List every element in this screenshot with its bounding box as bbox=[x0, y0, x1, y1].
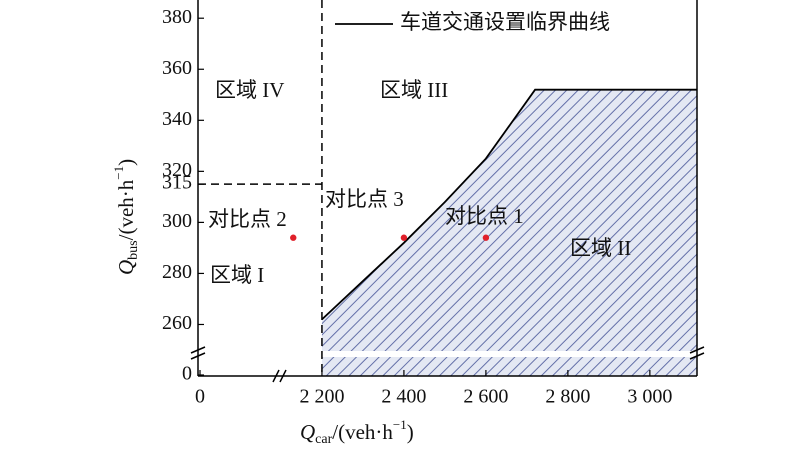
y-axis-label: Qbus/(veh·h−1) bbox=[111, 159, 141, 275]
y-tick-label: 340 bbox=[162, 108, 192, 130]
x-tick-label: 2 800 bbox=[545, 386, 590, 408]
point-label: 对比点 3 bbox=[325, 187, 404, 211]
point-label: 对比点 2 bbox=[208, 207, 287, 231]
y-label-unit: /(veh·h bbox=[114, 179, 138, 240]
break-mark bbox=[689, 346, 705, 354]
x-tick-label: 0 bbox=[195, 386, 205, 408]
y-tick-label: 360 bbox=[162, 57, 192, 79]
x-label-main: Q bbox=[300, 420, 315, 444]
region-label: 区域 I bbox=[210, 263, 264, 287]
region-label: 区域 II bbox=[570, 236, 631, 260]
break-mark bbox=[272, 369, 280, 383]
x-tick-label: 2 400 bbox=[381, 386, 426, 408]
break-mark bbox=[279, 369, 287, 383]
region-label: 区域 III bbox=[380, 78, 448, 102]
point-label: 对比点 1 bbox=[445, 204, 524, 228]
boundary-line bbox=[321, 88, 697, 321]
y-tick-label: 320 bbox=[162, 159, 192, 181]
comparison-point bbox=[290, 234, 297, 241]
legend-label: 车道交通设置临界曲线 bbox=[400, 10, 610, 34]
break-mark bbox=[190, 352, 206, 360]
x-label-unit: /(veh·h bbox=[332, 420, 393, 444]
x-tick-label: 3 000 bbox=[627, 386, 672, 408]
x-label-close: ) bbox=[407, 420, 414, 444]
hatched-area bbox=[321, 89, 697, 377]
comparison-point bbox=[400, 234, 408, 241]
x-tick-label: 2 600 bbox=[463, 386, 508, 408]
break-mark bbox=[689, 352, 705, 360]
y-tick-label: 315 bbox=[162, 172, 192, 194]
y-tick-label: 0 bbox=[182, 363, 192, 385]
comparison-point bbox=[482, 234, 490, 241]
x-label-sup: −1 bbox=[393, 417, 407, 432]
y-label-main: Q bbox=[114, 260, 138, 275]
y-label-sub: bus bbox=[126, 240, 141, 259]
y-tick-label: 300 bbox=[162, 210, 192, 232]
break-mark bbox=[190, 346, 206, 354]
y-label-close: ) bbox=[114, 159, 138, 166]
x-tick-label: 2 200 bbox=[299, 386, 344, 408]
y-tick-label: 280 bbox=[162, 261, 192, 283]
region-label: 区域 IV bbox=[215, 78, 284, 102]
y-label-sup: −1 bbox=[111, 166, 126, 180]
x-axis-label: Qcar/(veh·h−1) bbox=[300, 417, 414, 447]
y-tick-label: 380 bbox=[162, 6, 192, 28]
y-tick-label: 260 bbox=[162, 312, 192, 334]
x-label-sub: car bbox=[315, 432, 332, 447]
axis-break-band bbox=[199, 351, 697, 357]
